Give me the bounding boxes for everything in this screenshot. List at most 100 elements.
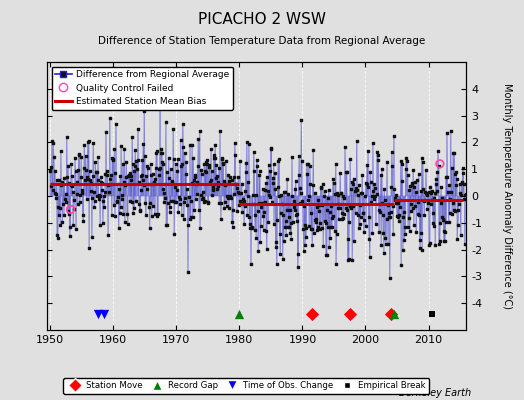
Point [273,217,281,224]
Point [402,166,411,172]
Point [348,257,356,263]
Point [134,179,143,186]
Point [434,148,442,154]
Point [426,183,434,190]
Point [92,193,101,200]
Point [150,179,159,186]
Point [255,200,264,206]
Point [317,185,325,191]
Point [234,189,242,196]
Point [428,188,436,194]
Point [93,169,101,175]
Point [383,216,391,222]
Point [390,132,398,139]
Point [193,191,201,198]
Point [105,180,113,187]
Point [204,200,212,206]
Point [271,243,280,250]
Point [361,217,369,223]
Point [198,171,206,178]
Point [187,198,195,204]
Point [403,172,412,178]
Point [185,216,194,222]
Point [272,261,281,268]
Point [147,213,156,219]
Text: PICACHO 2 WSW: PICACHO 2 WSW [198,12,326,27]
Point [118,192,126,198]
Point [210,152,218,159]
Point [412,189,420,195]
Point [423,192,431,198]
Point [118,160,127,167]
Point [262,228,270,234]
Point [290,207,299,214]
Point [420,198,428,204]
Point [359,210,368,216]
Point [347,179,356,186]
Point [155,172,163,178]
Point [145,225,154,231]
Point [425,242,433,248]
Point [451,208,460,214]
Point [189,154,198,161]
Point [228,219,236,225]
Point [386,213,395,220]
Point [253,157,261,163]
Point [261,187,269,193]
Point [79,217,88,224]
Point [418,155,426,161]
Point [275,192,283,199]
Point [436,220,444,226]
Point [267,145,276,152]
Point [166,204,174,210]
Point [259,186,267,192]
Point [99,220,107,226]
Point [329,176,337,182]
Point [307,210,315,216]
Point [432,176,440,182]
Point [449,200,457,206]
Point [190,176,198,183]
Point [459,170,467,176]
Point [310,230,318,237]
Point [83,173,91,180]
Point [297,190,305,196]
Point [184,268,192,275]
Point [377,242,386,248]
Point [436,200,445,206]
Point [279,212,287,218]
Point [85,244,93,251]
Point [49,187,57,193]
Point [80,164,88,171]
Point [319,242,328,249]
Point [261,180,270,186]
Point [51,168,59,174]
Point [356,202,364,208]
Point [91,159,100,165]
Point [283,224,292,230]
Point [435,161,444,167]
Point [240,221,248,228]
Point [245,214,254,220]
Point [278,256,287,262]
Point [291,178,300,185]
Point [315,207,323,214]
Point [239,200,247,206]
Point [161,195,169,202]
Point [292,218,301,224]
Point [395,212,403,218]
Point [96,179,105,185]
Point [286,207,294,214]
Point [152,149,161,156]
Text: Berkeley Earth: Berkeley Earth [399,388,472,398]
Point [201,168,209,174]
Point [340,211,348,217]
Point [403,158,411,164]
Point [343,207,351,214]
Point [126,177,135,184]
Point [440,228,449,234]
Point [301,224,310,231]
Point [146,160,155,167]
Point [73,191,81,197]
Point [94,154,102,160]
